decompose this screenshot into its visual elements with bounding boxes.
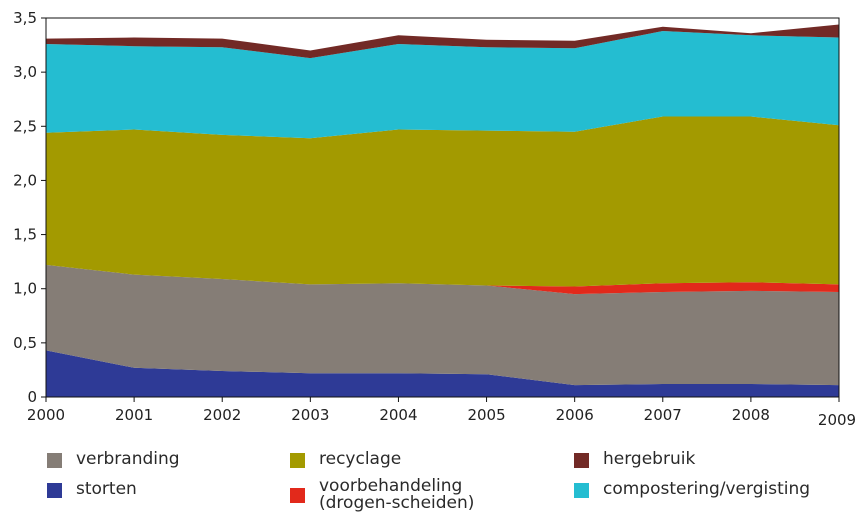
- area-verbranding: [46, 264, 839, 386]
- y-tick-label: 0: [27, 388, 37, 406]
- area-layers: [46, 24, 839, 397]
- axes: 0 0,5 1,0 1,5 2,0 2,5 3,0 3,5 2000 2001 2002 2003 20…: [13, 9, 856, 429]
- area-storten: [46, 350, 839, 397]
- x-tick-label: 2009: [818, 411, 856, 429]
- x-tick-label: 2004: [379, 406, 417, 424]
- area-recyclage: [46, 116, 839, 287]
- x-tick-label: 2002: [203, 406, 241, 424]
- y-tick-label: 1,5: [13, 226, 37, 244]
- x-tick-label: 2007: [644, 406, 682, 424]
- x-tick-label: 2006: [556, 406, 594, 424]
- x-tick-label: 2005: [467, 406, 505, 424]
- area-composteringvergisting: [46, 31, 839, 139]
- y-tick-label: 2,5: [13, 117, 37, 135]
- area-hergebruik: [46, 24, 839, 59]
- y-tick-label: 1,0: [13, 280, 37, 298]
- area-voorbehandeling: [46, 264, 839, 295]
- x-tick-label: 2001: [115, 406, 153, 424]
- y-tick-label: 0,5: [13, 334, 37, 352]
- y-tick-label: 2,0: [13, 171, 37, 189]
- x-tick-label: 2003: [291, 406, 329, 424]
- y-tick-label: 3,0: [13, 63, 37, 81]
- x-tick-label: 2008: [732, 406, 770, 424]
- plot-frame: [45, 17, 840, 398]
- x-tick-label: 2000: [27, 406, 65, 424]
- y-tick-label: 3,5: [13, 9, 37, 27]
